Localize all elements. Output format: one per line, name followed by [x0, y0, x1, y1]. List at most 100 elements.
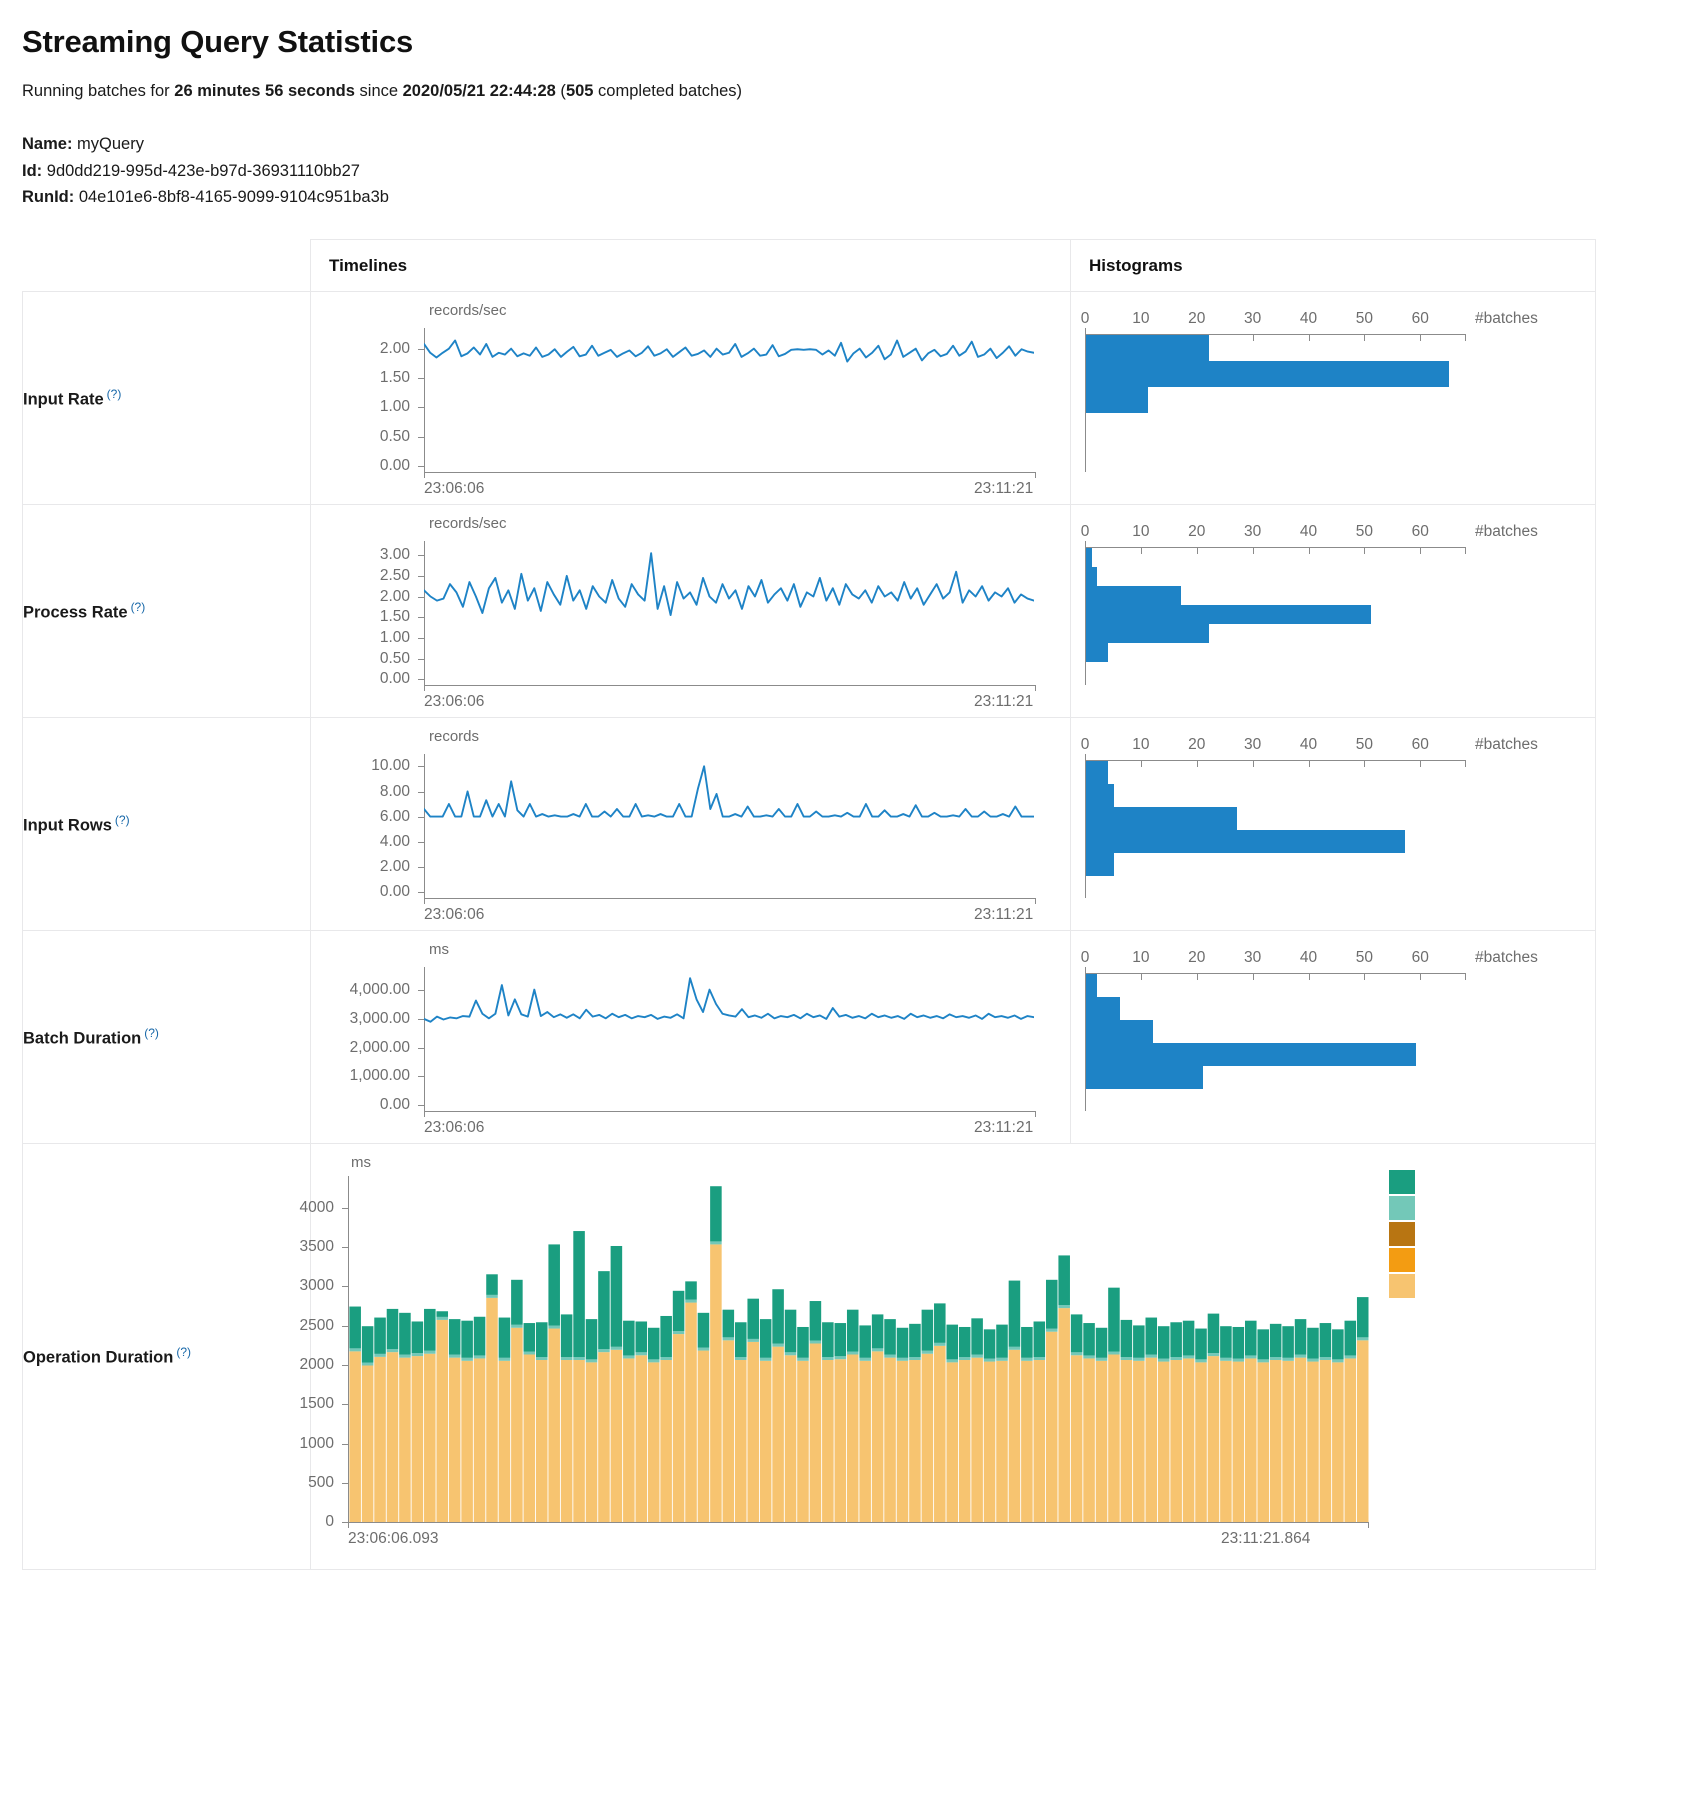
- histogram-x-axis: [1085, 760, 1465, 762]
- operation-duration-chart[interactable]: ms 0 500 1000 1500 2000 2500 3000 3500 4000 23:06:…: [300, 1144, 1595, 1569]
- histogram-bar: [1086, 335, 1209, 362]
- legend-swatch[interactable]: [1389, 1248, 1415, 1273]
- timeline-line-series: [424, 552, 1034, 617]
- query-name-key: Name:: [22, 135, 73, 153]
- operation-duration-y-tick-label: 4000: [299, 1198, 334, 1216]
- histogram-x-tick: [1308, 760, 1310, 768]
- histogram-x-tick: [1420, 760, 1422, 768]
- timeline-y-tick-label: 1.50: [379, 369, 410, 387]
- timeline-y-tick-label: 3.00: [379, 546, 410, 564]
- histogram-chart-input-rate[interactable]: 0 10 20 30 40 50 60 #batches: [1071, 292, 1595, 504]
- timeline-y-tick-label: 0.00: [379, 883, 410, 901]
- histogram-x-axis-end-tick: [1465, 973, 1466, 981]
- timeline-y-tick-label: 2,000.00: [349, 1038, 410, 1056]
- timeline-x-tick-label-end: 23:11:21: [974, 1119, 1034, 1137]
- table-row-input-rate: Input Rate (?) records/sec 0.00 0.50 1.00 1.5…: [22, 291, 1596, 506]
- histogram-cell-input-rate: 0 10 20 30 40 50 60 #batches: [1070, 291, 1596, 506]
- legend-swatch[interactable]: [1389, 1196, 1415, 1221]
- operation-duration-y-tick: [342, 1207, 348, 1209]
- timeline-x-tick: [424, 685, 425, 692]
- timeline-y-tick: [418, 466, 424, 468]
- table-row-input-rows: Input Rows (?) records 0.00 2.00 4.00 6.00 8.0…: [22, 717, 1596, 932]
- operation-duration-y-tick-label: 1000: [299, 1434, 334, 1452]
- legend-swatch[interactable]: [1389, 1170, 1415, 1195]
- histogram-x-tick: [1364, 973, 1366, 981]
- query-id-value: 9d0dd219-995d-423e-b97d-36931110bb27: [46, 161, 360, 180]
- timeline-y-tick: [418, 816, 424, 818]
- histogram-x-tick: [1196, 547, 1198, 555]
- histogram-x-tick: [1308, 334, 1310, 342]
- histogram-x-tick-label: 40: [1299, 310, 1318, 328]
- help-icon[interactable]: (?): [114, 812, 130, 827]
- query-runid-row: RunId: 04e101e6-8bf8-4165-9099-9104c951b…: [22, 184, 1671, 211]
- histogram-unit-label: #batches: [1475, 736, 1538, 754]
- help-icon[interactable]: (?): [106, 386, 122, 401]
- legend-swatch[interactable]: [1389, 1222, 1415, 1247]
- histogram-unit-label: #batches: [1475, 523, 1538, 541]
- histogram-bar: [1086, 997, 1120, 1021]
- histogram-y-axis: [1085, 541, 1086, 686]
- since-word: since: [354, 82, 403, 100]
- histogram-chart-batch-duration[interactable]: 0 10 20 30 40 50 60 #batches: [1071, 931, 1595, 1143]
- histogram-x-tick-label: 10: [1132, 736, 1150, 754]
- operation-duration-cell: ms 0 500 1000 1500 2000 2500 3000 3500 4000 23:06:…: [300, 1143, 1596, 1571]
- operation-duration-x-axis: [348, 1522, 1368, 1524]
- histogram-x-tick-label: 40: [1299, 736, 1318, 754]
- timeline-x-tick: [1035, 472, 1036, 479]
- histogram-bar: [1086, 624, 1209, 644]
- timeline-chart-input-rate[interactable]: records/sec 0.00 0.50 1.00 1.50 2.00 23:06:06 2…: [311, 292, 1070, 504]
- histogram-bar: [1086, 1043, 1416, 1067]
- batches-open-paren: (: [555, 82, 566, 100]
- timeline-y-tick: [418, 679, 424, 681]
- histogram-bar: [1086, 853, 1114, 877]
- histogram-x-tick: [1364, 547, 1366, 555]
- timeline-chart-process-rate[interactable]: records/sec 0.00 0.50 1.00 1.50 2.00 2.50 3.00 2…: [311, 505, 1070, 717]
- legend-swatch[interactable]: [1389, 1274, 1415, 1299]
- histogram-x-tick: [1252, 334, 1254, 342]
- operation-duration-x-tick: [1368, 1522, 1369, 1529]
- row-label-input-rate: Input Rate (?): [22, 291, 311, 506]
- completed-batch-count: 505: [565, 82, 594, 100]
- histogram-x-tick-label: 30: [1243, 736, 1262, 754]
- histogram-x-tick-label: 0: [1080, 523, 1090, 541]
- histogram-y-axis: [1085, 328, 1086, 473]
- histogram-x-tick-label: 50: [1355, 949, 1374, 967]
- help-icon[interactable]: (?): [130, 599, 146, 614]
- histogram-x-tick: [1308, 973, 1310, 981]
- histogram-bars: [1086, 335, 1450, 455]
- histogram-x-tick: [1085, 547, 1086, 555]
- row-label-operation-duration: Operation Duration (?): [22, 1143, 311, 1571]
- histogram-x-tick-label: 40: [1299, 949, 1318, 967]
- timeline-unit-label: records/sec: [429, 515, 507, 533]
- help-icon[interactable]: (?): [144, 1025, 159, 1040]
- since-timestamp: 2020/05/21 22:44:28: [402, 82, 556, 100]
- histogram-bar: [1086, 761, 1109, 785]
- histogram-x-tick-label: 30: [1243, 523, 1262, 541]
- timeline-y-tick-label: 3,000.00: [349, 1010, 410, 1028]
- operation-duration-y-tick-label: 3500: [299, 1237, 334, 1255]
- histogram-x-tick-label: 30: [1243, 310, 1262, 328]
- help-icon[interactable]: (?): [176, 1345, 192, 1360]
- timeline-x-axis: [424, 685, 1036, 687]
- table-row-batch-duration: Batch Duration (?) ms 0.00 1,000.00 2,000.00…: [22, 930, 1596, 1145]
- timeline-x-tick: [424, 898, 425, 905]
- histogram-x-tick-label: 0: [1080, 736, 1090, 754]
- histogram-x-tick-label: 60: [1411, 523, 1429, 541]
- timeline-y-tick-label: 2.00: [379, 587, 410, 605]
- histogram-chart-input-rows[interactable]: 0 10 20 30 40 50 60 #batches: [1071, 718, 1595, 930]
- timeline-x-axis: [424, 1111, 1036, 1113]
- histogram-x-tick: [1140, 547, 1142, 555]
- histogram-bar: [1086, 784, 1114, 808]
- row-label-text: Operation Duration: [23, 1348, 174, 1367]
- timeline-chart-input-rows[interactable]: records 0.00 2.00 4.00 6.00 8.00 10.00 23:06:06…: [311, 718, 1070, 930]
- timeline-y-axis: [424, 967, 425, 1112]
- timeline-x-axis: [424, 898, 1036, 900]
- timeline-y-tick: [418, 892, 424, 894]
- timeline-x-tick: [424, 1111, 425, 1118]
- histogram-chart-process-rate[interactable]: 0 10 20 30 40 50 60 #batches: [1071, 505, 1595, 717]
- operation-duration-x-tick-label-start: 23:06:06.093: [348, 1530, 439, 1548]
- timeline-chart-batch-duration[interactable]: ms 0.00 1,000.00 2,000.00 3,000.00 4,000.00 23…: [311, 931, 1070, 1143]
- batches-suffix: completed batches): [593, 82, 743, 100]
- timeline-y-tick-label: 0.50: [379, 649, 410, 667]
- timeline-y-tick: [418, 378, 424, 380]
